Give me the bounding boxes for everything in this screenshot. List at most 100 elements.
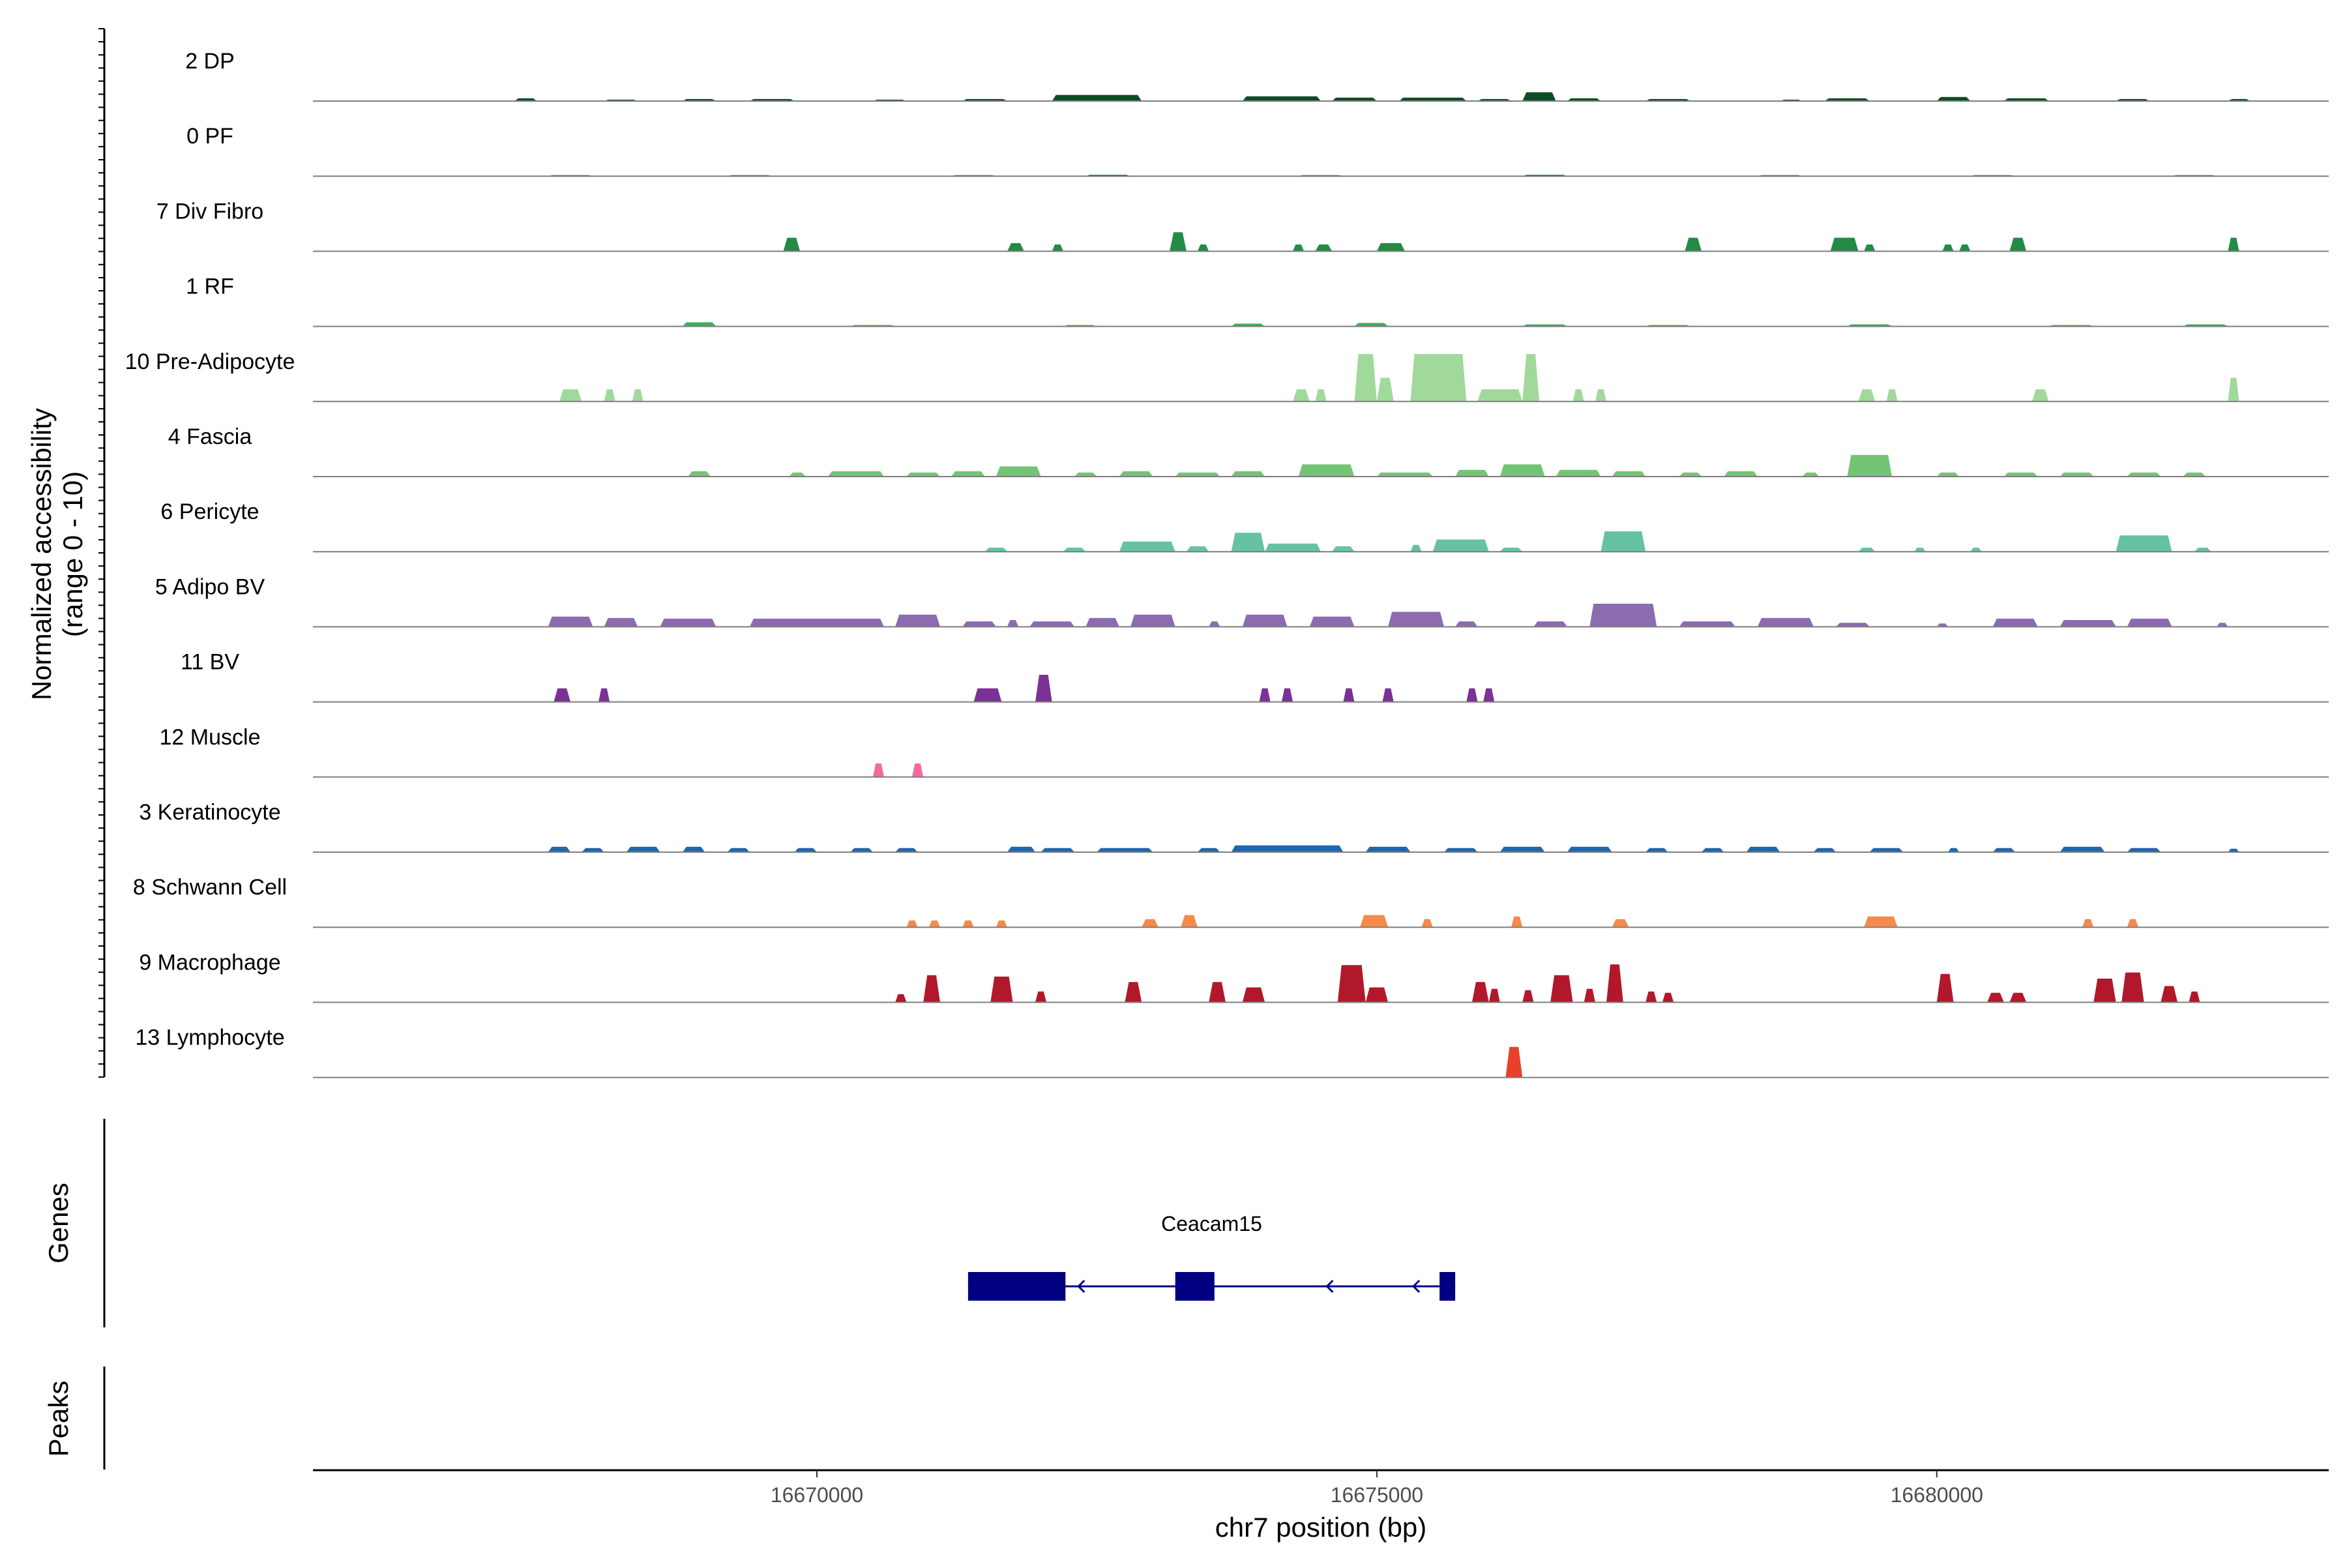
- peak-mark: [2003, 472, 2038, 477]
- peak-mark: [1858, 548, 1876, 552]
- peak-mark: [895, 848, 918, 852]
- peak-mark: [906, 920, 918, 928]
- peak-mark: [1209, 982, 1226, 1003]
- peak-mark: [1410, 544, 1422, 552]
- peak-mark: [660, 618, 716, 627]
- peak-mark: [1444, 848, 1478, 852]
- peak-mark: [1281, 688, 1293, 702]
- peak-mark: [1942, 244, 1954, 252]
- track-label: 10 Pre-Adipocyte: [125, 349, 295, 374]
- peak-mark: [1702, 848, 1724, 852]
- peak-mark: [1421, 919, 1433, 928]
- peak-mark: [1231, 845, 1344, 852]
- peak-mark: [1432, 539, 1489, 552]
- peak-mark: [727, 848, 750, 852]
- peak-mark: [1097, 848, 1153, 852]
- peak-mark: [1293, 389, 1310, 402]
- tracks-group: 2 DP 0 PF 7 Div Fibro 1 RF 10 Pre-Adipocyte 4…: [125, 49, 2329, 1078]
- peak-mark: [1455, 621, 1478, 627]
- peak-mark: [1052, 244, 1063, 252]
- track-13: 9 Macrophage: [139, 950, 2329, 1003]
- peak-mark: [1455, 469, 1489, 477]
- peak-mark: [1007, 243, 1024, 252]
- track-2: 0 PF: [186, 124, 2329, 177]
- peak-mark: [1757, 617, 1814, 627]
- gene-exon: [967, 1272, 1066, 1301]
- coverage-y-axis-title-line1: Normalized accessibility: [26, 408, 57, 700]
- peak-mark: [1035, 991, 1047, 1003]
- peak-mark: [1948, 848, 1960, 852]
- peak-mark: [682, 846, 705, 852]
- peak-mark: [2183, 472, 2206, 477]
- peak-mark: [1466, 688, 1478, 702]
- peak-mark: [1572, 389, 1584, 402]
- track-6: 4 Fascia: [168, 424, 2329, 477]
- coverage-y-axis-ticks: [98, 28, 104, 1078]
- peak-mark: [2009, 237, 2027, 252]
- peak-mark: [2121, 972, 2144, 1003]
- peak-mark: [1388, 612, 1444, 627]
- peak-mark: [1864, 244, 1876, 252]
- peak-mark: [559, 389, 582, 402]
- track-label: 12 Muscle: [160, 725, 261, 750]
- peak-mark: [1231, 471, 1265, 477]
- peak-mark: [923, 975, 940, 1003]
- peak-mark: [1914, 548, 1926, 552]
- peak-mark: [1589, 604, 1657, 627]
- peak-mark: [582, 848, 604, 852]
- peak-mark: [1074, 472, 1097, 477]
- peak-mark: [1505, 1046, 1523, 1078]
- peak-mark: [2059, 620, 2116, 627]
- peak-mark: [1936, 472, 1960, 477]
- peak-mark: [1499, 464, 1545, 477]
- peak-mark: [1936, 973, 1954, 1003]
- track-label: 2 DP: [185, 49, 235, 74]
- peak-mark: [1343, 688, 1355, 702]
- peak-mark: [1309, 616, 1355, 627]
- peak-mark: [828, 471, 885, 477]
- peak-mark: [1847, 454, 1893, 477]
- peak-mark: [2003, 98, 2049, 101]
- track-label: 11 BV: [181, 650, 239, 675]
- peak-mark: [2059, 472, 2094, 477]
- peak-mark: [1410, 354, 1467, 402]
- track-10: 12 Muscle: [160, 725, 2329, 778]
- peak-mark: [984, 548, 1007, 552]
- x-axis-title: chr7 position (bp): [1215, 1512, 1427, 1543]
- peak-mark: [749, 618, 885, 627]
- coverage-y-axis-title-line2: (range 0 - 10): [57, 471, 88, 637]
- peak-mark: [1936, 623, 1948, 627]
- peak-mark: [1802, 472, 1820, 477]
- peak-mark: [1198, 848, 1220, 852]
- track-14: 13 Lymphocyte: [135, 1026, 2329, 1078]
- peak-mark: [548, 616, 593, 627]
- genes-panel-title: Genes: [43, 1183, 74, 1264]
- peak-mark: [1724, 471, 1758, 477]
- track-label: 4 Fascia: [168, 424, 252, 449]
- peak-mark: [2228, 237, 2239, 252]
- peak-mark: [1365, 987, 1389, 1003]
- peak-mark: [2116, 535, 2172, 552]
- peak-mark: [1063, 548, 1086, 552]
- peak-mark: [1567, 846, 1612, 852]
- gene-name-label: Ceacam15: [1161, 1212, 1262, 1235]
- peak-mark: [1471, 982, 1489, 1003]
- track-1: 2 DP: [185, 49, 2329, 102]
- peak-mark: [1365, 846, 1411, 852]
- track-label: 0 PF: [186, 124, 233, 149]
- peak-mark: [1522, 92, 1556, 101]
- track-label: 7 Div Fibro: [156, 199, 263, 224]
- peak-mark: [1242, 96, 1321, 101]
- peak-mark: [996, 920, 1007, 928]
- peak-mark: [1746, 846, 1780, 852]
- peak-mark: [1499, 846, 1545, 852]
- peak-mark: [1052, 95, 1142, 101]
- gene-exon: [1439, 1272, 1456, 1301]
- strand-arrow-icon: [1325, 1279, 1334, 1294]
- x-axis-ticks: 16670000 16675000 16680000: [771, 1470, 1983, 1507]
- peak-mark: [1886, 389, 1898, 402]
- peak-mark: [895, 994, 907, 1003]
- peak-mark: [1332, 97, 1377, 101]
- peak-mark: [996, 466, 1041, 477]
